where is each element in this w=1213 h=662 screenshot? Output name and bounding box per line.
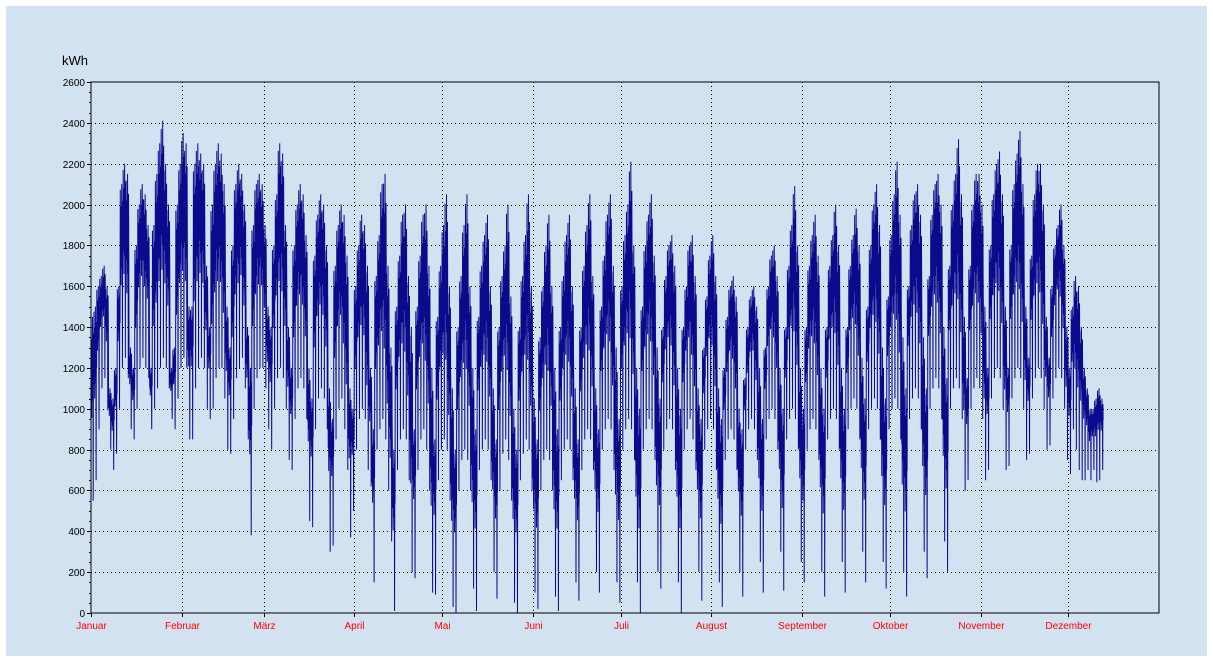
x-tick-label-5: Juni — [524, 621, 542, 632]
y-axis-unit-label: kWh — [62, 53, 88, 68]
x-tick-label-8: September — [778, 621, 828, 632]
y-tick-label: 2400 — [63, 119, 86, 130]
x-tick-label-2: März — [253, 621, 275, 632]
y-tick-label: 1400 — [63, 323, 86, 334]
y-axis: 0 200 400 600 800 1000 1200 1400 1600 1800 2000 220… — [63, 78, 91, 620]
y-tick-label: 200 — [68, 568, 85, 579]
y-tick-label: 2600 — [63, 78, 86, 89]
y-tick-label: 1600 — [63, 282, 86, 293]
x-tick-label-1: Februar — [165, 621, 201, 632]
x-tick-label-11: Dezember — [1045, 621, 1092, 632]
x-tick-label-6: Juli — [614, 621, 629, 632]
x-tick-label-3: April — [344, 621, 364, 632]
x-tick-label-7: August — [696, 621, 727, 632]
y-tick-label: 0 — [79, 609, 85, 620]
x-axis: Januar Februar März April Mai Juni Juli August S… — [76, 613, 1092, 632]
y-tick-label: 600 — [68, 486, 85, 497]
consumption-chart: 0 200 400 600 800 1000 1200 1400 1600 1800 2000 220… — [62, 53, 1160, 632]
x-tick-label-0: Januar — [76, 621, 107, 632]
x-tick-label-4: Mai — [434, 621, 450, 632]
y-tick-label: 400 — [68, 527, 85, 538]
y-tick-label: 1200 — [63, 364, 86, 375]
x-tick-label-9: Oktober — [873, 621, 909, 632]
y-tick-label: 2200 — [63, 160, 86, 171]
y-tick-label: 2000 — [63, 201, 86, 212]
chart-panel: 0 200 400 600 800 1000 1200 1400 1600 1800 2000 220… — [6, 6, 1207, 656]
plot-border — [90, 81, 1160, 614]
y-tick-label: 1000 — [63, 405, 86, 416]
y-tick-label: 1800 — [63, 241, 86, 252]
consumption-series-line — [90, 120, 1104, 614]
y-tick-label: 800 — [68, 446, 85, 457]
x-tick-label-10: November — [958, 621, 1005, 632]
series-line — [90, 120, 1104, 614]
